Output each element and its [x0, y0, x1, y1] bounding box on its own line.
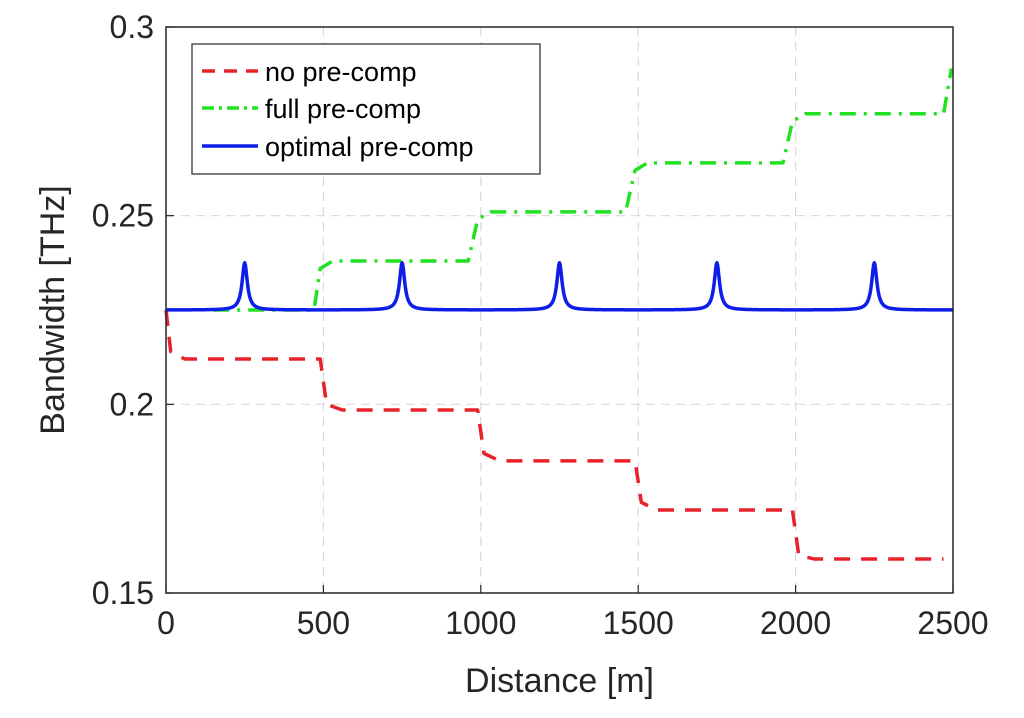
x-axis-label: Distance [m]: [465, 662, 654, 700]
y-tick-label: 0.25: [92, 198, 154, 234]
x-tick-label: 1000: [445, 605, 516, 641]
x-tick-label: 2500: [917, 605, 988, 641]
legend: no pre-comp full pre-comp optimal pre-co…: [191, 43, 541, 175]
legend-label-no-pre-comp: no pre-comp: [265, 57, 417, 87]
series-optimal-pre-comp: [164, 261, 955, 312]
y-tick-label: 0.2: [110, 386, 154, 422]
y-tick-label: 0.3: [110, 9, 154, 45]
x-tick-label: 0: [157, 605, 175, 641]
series-full-pre-comp: [213, 68, 954, 312]
tick-labels: 0 500 1000 1500 2000 2500 0.15 0.2 0.25 0.3: [92, 9, 989, 641]
x-tick-label: 1500: [603, 605, 674, 641]
legend-box: [191, 43, 541, 175]
series-layer: [164, 68, 955, 561]
y-tick-label: 0.15: [92, 575, 154, 611]
series-no-pre-comp: [164, 309, 944, 561]
x-tick-label: 2000: [760, 605, 831, 641]
axes-box: [165, 26, 954, 594]
x-tick-label: 500: [297, 605, 350, 641]
y-axis-label: Bandwidth [THz]: [34, 185, 72, 434]
ticks: [165, 26, 954, 594]
legend-label-full-pre-comp: full pre-comp: [265, 94, 421, 124]
legend-label-optimal-pre-comp: optimal pre-comp: [265, 132, 474, 162]
